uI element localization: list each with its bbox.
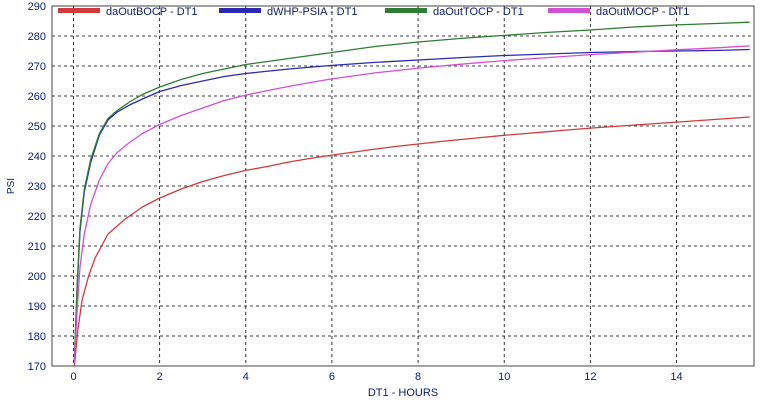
legend-swatch — [58, 8, 100, 13]
plot-frame — [51, 5, 755, 367]
x-axis-label: DT1 - HOURS — [368, 387, 438, 399]
x-tick-label: 14 — [670, 371, 682, 383]
series-line-4 — [73, 45, 750, 364]
y-tick-label: 270 — [28, 61, 46, 73]
series-line-3 — [73, 21, 750, 361]
x-tick-label: 0 — [70, 371, 76, 383]
series-line-2 — [73, 48, 750, 361]
y-tick-label: 210 — [28, 241, 46, 253]
legend-swatch — [548, 8, 590, 13]
y-tick-label: 260 — [28, 91, 46, 103]
y-tick-label: 280 — [28, 31, 46, 43]
y-tick-labels: 170 180 190 200 210 220 230 240 250 260 270 280 290 — [28, 1, 46, 373]
x-tick-label: 12 — [584, 371, 596, 383]
legend-item-3[interactable]: daOutTOCP - DT1 — [385, 6, 524, 18]
legend-label: daOutMOCP - DT1 — [596, 6, 689, 18]
x-tick-label: 4 — [243, 371, 249, 383]
legend-label: dWHP-PSIA - DT1 — [267, 6, 357, 18]
series-lines — [73, 21, 750, 367]
y-axis-label: PSI — [6, 178, 17, 194]
legend-swatch — [219, 8, 261, 13]
legend-item-4[interactable]: daOutMOCP - DT1 — [548, 6, 689, 18]
y-tick-label: 240 — [28, 151, 46, 163]
y-tick-label: 250 — [28, 121, 46, 133]
y-tick-label: 190 — [28, 301, 46, 313]
legend-label: daOutBOCP - DT1 — [106, 6, 198, 18]
y-tick-label: 170 — [28, 361, 46, 373]
series-line-1 — [73, 116, 750, 367]
x-tick-label: 6 — [329, 371, 335, 383]
x-tick-labels: 0 2 4 6 8 10 12 14 — [70, 371, 682, 383]
x-tick-label: 2 — [157, 371, 163, 383]
y-tick-label: 220 — [28, 211, 46, 223]
legend-swatch — [385, 8, 427, 13]
y-tick-label: 180 — [28, 331, 46, 343]
y-tick-label: 200 — [28, 271, 46, 283]
x-tick-label: 8 — [415, 371, 421, 383]
legend-item-2[interactable]: dWHP-PSIA - DT1 — [219, 6, 357, 18]
legend-label: daOutTOCP - DT1 — [433, 6, 524, 18]
legend[interactable]: daOutBOCP - DT1 dWHP-PSIA - DT1 daOutTOCP … — [58, 6, 689, 18]
legend-item-1[interactable]: daOutBOCP - DT1 — [58, 6, 198, 18]
x-tick-label: 10 — [498, 371, 510, 383]
y-tick-label: 230 — [28, 181, 46, 193]
y-tick-label: 290 — [28, 1, 46, 13]
